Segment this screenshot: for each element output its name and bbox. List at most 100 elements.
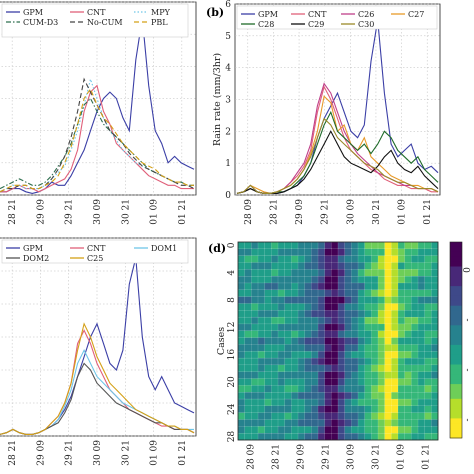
heatmap-cell	[384, 316, 392, 325]
heatmap-cell	[237, 412, 246, 420]
heatmap-cell	[264, 296, 272, 304]
legend-box	[1, 3, 189, 38]
heatmap-cell	[311, 357, 319, 366]
heatmap-cell	[431, 378, 439, 386]
heatmap-cell	[271, 351, 279, 359]
heatmap-cell	[424, 433, 432, 441]
heatmap-cell	[417, 289, 426, 298]
heatmap-cell	[417, 255, 426, 263]
heatmap-cell	[324, 337, 332, 345]
heatmap-cell	[411, 337, 419, 345]
heatmap-cell	[424, 289, 432, 298]
heatmap-cell	[237, 282, 246, 291]
heatmap-cell	[244, 419, 252, 427]
heatmap-cell	[271, 412, 279, 420]
heatmap-cell	[291, 323, 299, 332]
heatmap-cell	[384, 419, 392, 427]
heatmap-cell	[251, 337, 259, 345]
heatmap-cell	[357, 323, 366, 332]
heatmap-cell	[411, 255, 419, 263]
y-tick-label: 12	[227, 322, 237, 333]
heatmap-cell	[244, 364, 252, 373]
heatmap-cell	[344, 405, 352, 414]
colorbar-segment	[450, 251, 462, 258]
heatmap-cell	[377, 316, 386, 325]
y-tick-label: 3	[225, 96, 231, 106]
heatmap-cell	[284, 378, 292, 386]
colorbar-segment	[450, 325, 462, 331]
heatmap-cell	[297, 405, 306, 414]
heatmap-cell	[364, 241, 372, 250]
heatmap-cell	[337, 289, 346, 298]
heatmap-cell	[284, 310, 292, 318]
heatmap-cell	[277, 426, 286, 434]
heatmap-cell	[351, 303, 359, 311]
heatmap-cell	[377, 357, 386, 366]
heatmap-cell	[351, 426, 359, 434]
heatmap-cell	[344, 282, 352, 291]
x-tick-label: 01 09	[150, 199, 160, 225]
heatmap-cell	[371, 364, 379, 373]
heatmap-cell	[264, 351, 272, 359]
heatmap-cell	[264, 344, 272, 352]
heatmap-cell	[237, 371, 246, 379]
heatmap-cell	[311, 310, 319, 318]
heatmap-cell	[417, 303, 426, 311]
colorbar-segment	[450, 408, 462, 414]
heatmap-cell	[344, 255, 352, 263]
heatmap-cell	[397, 276, 406, 284]
panel-label-d: (d)	[208, 242, 226, 255]
colorbar-tick-label: -	[463, 368, 473, 371]
heatmap-cell	[291, 262, 299, 270]
heatmap-cell	[344, 392, 352, 400]
panel-d: (d) 0 4 8 12 16 20 24 28 Cases 28 09 28 21 29 09 29 …	[208, 241, 473, 470]
heatmap-cell	[424, 282, 432, 291]
heatmap-cell	[244, 241, 252, 250]
heatmap-cell	[297, 289, 306, 298]
heatmap-cell	[377, 398, 386, 407]
heatmap-cell	[304, 344, 312, 352]
heatmap-cell	[271, 310, 279, 318]
heatmap-cell	[271, 330, 279, 339]
heatmap-cell	[391, 310, 399, 318]
heatmap-cell	[364, 398, 372, 407]
heatmap-cell	[377, 364, 386, 373]
heatmap-cell	[291, 392, 299, 400]
heatmap-cell	[344, 344, 352, 352]
heatmap-cell	[324, 269, 332, 277]
series-line-pbl	[0, 87, 194, 193]
heatmap-cell	[357, 405, 366, 414]
heatmap-cell	[244, 276, 252, 284]
heatmap-cell	[424, 419, 432, 427]
heatmap-cell	[364, 269, 372, 277]
x-tick-label: 30 21	[372, 199, 382, 225]
colorbar-segment	[450, 271, 462, 277]
heatmap-cell	[391, 262, 399, 270]
heatmap-cell	[431, 385, 439, 393]
heatmap-cell	[324, 426, 332, 434]
heatmap-cell	[371, 351, 379, 359]
heatmap-cell	[297, 310, 306, 318]
heatmap-cell	[291, 248, 299, 257]
heatmap-cell	[284, 262, 292, 270]
heatmap-cell	[284, 371, 292, 379]
heatmap-cell	[317, 351, 326, 359]
heatmap-cell	[397, 392, 406, 400]
heatmap-cell	[371, 398, 379, 407]
heatmap-cell	[411, 405, 419, 414]
heatmap-cell	[291, 364, 299, 373]
legend-label: CNT	[87, 8, 106, 17]
heatmap-cell	[384, 426, 392, 434]
heatmap-cell	[237, 248, 246, 257]
heatmap-cell	[237, 289, 246, 298]
heatmap-cell	[317, 262, 326, 270]
heatmap-cell	[331, 412, 339, 420]
heatmap-cell	[324, 282, 332, 291]
heatmap-cell	[311, 398, 319, 407]
colorbar-segment	[450, 291, 462, 297]
heatmap-cell	[377, 392, 386, 400]
colorbar-segment	[450, 349, 462, 356]
heatmap-cell	[271, 248, 279, 257]
heatmap-cell	[337, 330, 346, 339]
heatmap-cell	[417, 378, 426, 386]
